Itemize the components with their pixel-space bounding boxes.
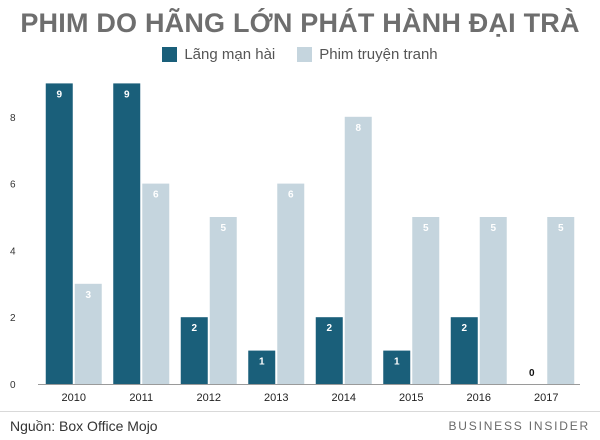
data-label: 1 <box>259 357 265 368</box>
y-tick-label: 8 <box>10 113 16 124</box>
x-tick-label: 2015 <box>399 392 423 404</box>
bar-comic <box>142 183 170 384</box>
bar-comic <box>479 217 507 384</box>
y-tick-label: 6 <box>10 180 16 191</box>
legend-swatch-comic <box>297 47 313 62</box>
x-tick-label: 2014 <box>332 392 356 404</box>
bar-romcom <box>248 350 276 384</box>
data-label: 6 <box>153 190 159 201</box>
x-tick-label: 2010 <box>62 392 86 404</box>
bar-romcom <box>315 317 343 384</box>
legend-label-romcom: Lãng mạn hài <box>184 46 276 63</box>
data-label: 5 <box>558 223 564 234</box>
data-label: 5 <box>423 223 429 234</box>
legend-swatch-romcom <box>162 47 178 62</box>
bar-romcom <box>180 317 208 384</box>
data-label: 6 <box>288 190 294 201</box>
data-label: 3 <box>85 290 91 301</box>
bar-romcom <box>113 83 141 385</box>
legend-label-comic: Phim truyện tranh <box>319 46 438 63</box>
x-tick-label: 2012 <box>197 392 221 404</box>
bar-comic <box>547 217 575 384</box>
bar-comic <box>412 217 440 384</box>
bar-comic <box>277 183 305 384</box>
data-label: 8 <box>355 123 361 134</box>
y-tick-label: 0 <box>10 380 16 391</box>
chart-title: PHIM DO HÃNG LỚN PHÁT HÀNH ĐẠI TRÀ <box>20 8 580 38</box>
bar-comic <box>209 217 237 384</box>
data-label: 0 <box>529 368 535 379</box>
x-tick-label: 2016 <box>467 392 491 404</box>
x-tick-label: 2013 <box>264 392 288 404</box>
data-label: 5 <box>220 223 226 234</box>
y-tick-label: 2 <box>10 313 16 324</box>
legend-item-comic: Phim truyện tranh <box>297 46 438 63</box>
bar-romcom <box>45 83 73 385</box>
data-label: 2 <box>461 323 467 334</box>
data-label: 1 <box>394 357 400 368</box>
data-label: 5 <box>490 223 496 234</box>
chart-legend: Lãng mạn hài Phim truyện tranh <box>0 46 600 63</box>
data-label: 9 <box>124 89 130 100</box>
legend-item-romcom: Lãng mạn hài <box>162 46 275 63</box>
source-note: Nguồn: Box Office Mojo <box>10 418 158 434</box>
bar-romcom <box>450 317 478 384</box>
data-label: 2 <box>326 323 332 334</box>
bar-comic <box>344 116 372 385</box>
brand-logo: BUSINESS INSIDER <box>448 419 590 433</box>
data-label: 2 <box>191 323 197 334</box>
bar-romcom <box>383 350 411 384</box>
y-tick-label: 4 <box>10 246 16 257</box>
data-label: 9 <box>56 89 62 100</box>
footer: Nguồn: Box Office Mojo BUSINESS INSIDER <box>0 411 600 440</box>
x-tick-label: 2011 <box>129 392 153 404</box>
bar-comic <box>74 283 102 384</box>
x-tick-label: 2017 <box>534 392 558 404</box>
